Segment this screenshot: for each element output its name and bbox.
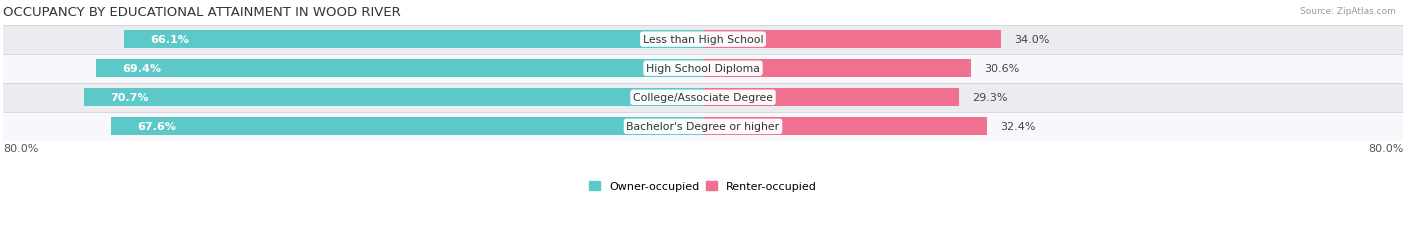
Bar <box>3 83 1403 112</box>
Text: 69.4%: 69.4% <box>122 64 160 74</box>
Bar <box>111 118 703 136</box>
Text: College/Associate Degree: College/Associate Degree <box>633 93 773 103</box>
Bar <box>3 112 1403 141</box>
Text: 32.4%: 32.4% <box>1000 122 1035 132</box>
Text: OCCUPANCY BY EDUCATIONAL ATTAINMENT IN WOOD RIVER: OCCUPANCY BY EDUCATIONAL ATTAINMENT IN W… <box>3 6 401 19</box>
Text: 70.7%: 70.7% <box>111 93 149 103</box>
Text: 67.6%: 67.6% <box>138 122 176 132</box>
Bar <box>703 31 1001 49</box>
Text: 80.0%: 80.0% <box>1368 144 1403 154</box>
Text: Less than High School: Less than High School <box>643 35 763 45</box>
Bar <box>703 118 987 136</box>
Text: 80.0%: 80.0% <box>3 144 38 154</box>
Text: Bachelor's Degree or higher: Bachelor's Degree or higher <box>627 122 779 132</box>
Text: Source: ZipAtlas.com: Source: ZipAtlas.com <box>1301 7 1396 16</box>
Bar <box>125 31 703 49</box>
Bar <box>3 25 1403 55</box>
Bar <box>96 60 703 78</box>
Text: 66.1%: 66.1% <box>150 35 190 45</box>
Text: 30.6%: 30.6% <box>984 64 1019 74</box>
Text: 34.0%: 34.0% <box>1014 35 1049 45</box>
Bar <box>703 60 970 78</box>
Bar <box>703 89 959 107</box>
Bar <box>84 89 703 107</box>
Legend: Owner-occupied, Renter-occupied: Owner-occupied, Renter-occupied <box>585 177 821 196</box>
Text: High School Diploma: High School Diploma <box>647 64 759 74</box>
Text: 29.3%: 29.3% <box>973 93 1008 103</box>
Bar <box>3 55 1403 83</box>
